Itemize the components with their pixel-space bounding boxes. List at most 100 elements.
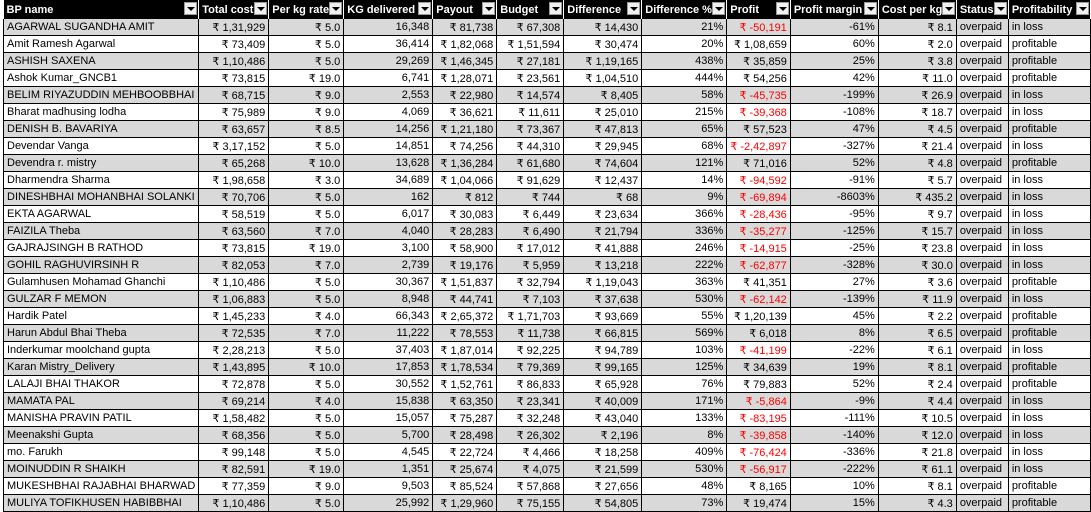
cell-cost-per-kg[interactable]: ₹ 3.8 xyxy=(878,52,957,70)
cell-profit[interactable]: ₹ 1,20,139 xyxy=(726,307,791,325)
cell-payout[interactable]: ₹ 1,51,837 xyxy=(432,273,498,291)
cell-profit[interactable]: ₹ 71,016 xyxy=(726,154,791,172)
cell-profit[interactable]: ₹ 79,883 xyxy=(726,375,791,393)
cell-status[interactable]: overpaid xyxy=(956,494,1009,512)
cell-payout[interactable]: ₹ 1,46,345 xyxy=(432,52,498,70)
cell-difference-pct[interactable]: 58% xyxy=(641,86,728,104)
cell-cost-per-kg[interactable]: ₹ 10.5 xyxy=(878,409,957,427)
cell-profit[interactable]: ₹ 35,859 xyxy=(726,52,791,70)
cell-status[interactable]: overpaid xyxy=(956,35,1009,53)
cell-difference-pct[interactable]: 438% xyxy=(641,52,728,70)
cell-difference-pct[interactable]: 444% xyxy=(641,69,728,87)
cell-total-cost[interactable]: ₹ 73,409 xyxy=(198,35,270,53)
filter-dropdown-icon[interactable] xyxy=(712,2,726,15)
cell-payout[interactable]: ₹ 1,04,066 xyxy=(432,171,498,189)
cell-bp-name[interactable]: Karan Mistry_Delivery xyxy=(2,358,200,376)
cell-profitability[interactable]: in loss xyxy=(1008,171,1091,189)
cell-profitability[interactable]: profitable xyxy=(1008,307,1091,325)
cell-bp-name[interactable]: Dharmendra Sharma xyxy=(2,171,200,189)
cell-profitability[interactable]: in loss xyxy=(1008,188,1091,206)
cell-bp-name[interactable]: AGARWAL SUGANDHA AMIT xyxy=(2,19,200,36)
cell-bp-name[interactable]: Harun Abdul Bhai Theba xyxy=(2,324,200,342)
cell-payout[interactable]: ₹ 1,87,014 xyxy=(432,341,498,359)
cell-per-kg-rate[interactable]: ₹ 9.0 xyxy=(268,86,345,104)
cell-difference-pct[interactable]: 8% xyxy=(641,426,728,444)
cell-difference-pct[interactable]: 76% xyxy=(641,375,728,393)
cell-profitability[interactable]: profitable xyxy=(1008,35,1091,53)
cell-profit[interactable]: ₹ -2,42,897 xyxy=(726,137,791,155)
cell-profit-margin[interactable]: 47% xyxy=(790,120,879,138)
cell-bp-name[interactable]: LALAJI BHAI THAKOR xyxy=(2,375,200,393)
cell-payout[interactable]: ₹ 28,498 xyxy=(432,426,498,444)
cell-profit-margin[interactable]: -327% xyxy=(790,137,879,155)
cell-budget[interactable]: ₹ 57,868 xyxy=(496,477,565,495)
cell-per-kg-rate[interactable]: ₹ 9.0 xyxy=(268,103,345,121)
cell-total-cost[interactable]: ₹ 1,43,895 xyxy=(198,358,270,376)
cell-bp-name[interactable]: ASHISH SAXENA xyxy=(2,52,200,70)
cell-per-kg-rate[interactable]: ₹ 19.0 xyxy=(268,239,345,257)
cell-cost-per-kg[interactable]: ₹ 6.1 xyxy=(878,341,957,359)
cell-difference[interactable]: ₹ 65,928 xyxy=(563,375,643,393)
cell-payout[interactable]: ₹ 1,29,960 xyxy=(432,494,498,512)
cell-profitability[interactable]: profitable xyxy=(1008,494,1091,512)
cell-difference[interactable]: ₹ 74,604 xyxy=(563,154,643,172)
cell-profit[interactable]: ₹ 6,018 xyxy=(726,324,791,342)
cell-profit-margin[interactable]: -95% xyxy=(790,205,879,223)
cell-cost-per-kg[interactable]: ₹ 4.8 xyxy=(878,154,957,172)
cell-profit[interactable]: ₹ -5,864 xyxy=(726,392,791,410)
cell-per-kg-rate[interactable]: ₹ 4.0 xyxy=(268,392,345,410)
cell-profit-margin[interactable]: -91% xyxy=(790,171,879,189)
cell-budget[interactable]: ₹ 73,367 xyxy=(496,120,565,138)
cell-kg-delivered[interactable]: 11,222 xyxy=(343,324,434,342)
cell-profit-margin[interactable]: 15% xyxy=(790,494,879,512)
cell-bp-name[interactable]: Amit Ramesh Agarwal xyxy=(2,35,200,53)
cell-profit[interactable]: ₹ 1,08,659 xyxy=(726,35,791,53)
cell-status[interactable]: overpaid xyxy=(956,137,1009,155)
cell-difference-pct[interactable]: 14% xyxy=(641,171,728,189)
cell-payout[interactable]: ₹ 63,350 xyxy=(432,392,498,410)
cell-kg-delivered[interactable]: 6,017 xyxy=(343,205,434,223)
cell-status[interactable]: overpaid xyxy=(956,409,1009,427)
cell-profitability[interactable]: in loss xyxy=(1008,103,1091,121)
cell-cost-per-kg[interactable]: ₹ 11.9 xyxy=(878,290,957,308)
cell-bp-name[interactable]: FAIZILA Theba xyxy=(2,222,200,240)
cell-total-cost[interactable]: ₹ 70,706 xyxy=(198,188,270,206)
cell-bp-name[interactable]: DINESHBHAI MOHANBHAI SOLANKI xyxy=(2,188,200,206)
cell-difference[interactable]: ₹ 13,218 xyxy=(563,256,643,274)
filter-dropdown-icon[interactable] xyxy=(184,2,198,15)
cell-total-cost[interactable]: ₹ 72,535 xyxy=(198,324,270,342)
cell-status[interactable]: overpaid xyxy=(956,307,1009,325)
cell-cost-per-kg[interactable]: ₹ 21.8 xyxy=(878,443,957,461)
cell-status[interactable]: overpaid xyxy=(956,239,1009,257)
cell-per-kg-rate[interactable]: ₹ 5.0 xyxy=(268,494,345,512)
cell-bp-name[interactable]: GAJRAJSINGH B RATHOD xyxy=(2,239,200,257)
cell-status[interactable]: overpaid xyxy=(956,120,1009,138)
cell-difference[interactable]: ₹ 40,009 xyxy=(563,392,643,410)
cell-profitability[interactable]: in loss xyxy=(1008,19,1091,36)
cell-per-kg-rate[interactable]: ₹ 7.0 xyxy=(268,256,345,274)
cell-per-kg-rate[interactable]: ₹ 19.0 xyxy=(268,460,345,478)
cell-cost-per-kg[interactable]: ₹ 4.3 xyxy=(878,494,957,512)
cell-profit[interactable]: ₹ 41,351 xyxy=(726,273,791,291)
cell-per-kg-rate[interactable]: ₹ 7.0 xyxy=(268,222,345,240)
cell-payout[interactable]: ₹ 30,083 xyxy=(432,205,498,223)
cell-cost-per-kg[interactable]: ₹ 61.1 xyxy=(878,460,957,478)
cell-difference[interactable]: ₹ 66,815 xyxy=(563,324,643,342)
filter-dropdown-icon[interactable] xyxy=(863,2,877,15)
cell-status[interactable]: overpaid xyxy=(956,171,1009,189)
filter-dropdown-icon[interactable] xyxy=(627,2,641,15)
cell-difference[interactable]: ₹ 1,19,165 xyxy=(563,52,643,70)
cell-bp-name[interactable]: MOINUDDIN R SHAIKH xyxy=(2,460,200,478)
cell-budget[interactable]: ₹ 61,680 xyxy=(496,154,565,172)
cell-kg-delivered[interactable]: 4,069 xyxy=(343,103,434,121)
cell-total-cost[interactable]: ₹ 73,815 xyxy=(198,69,270,87)
cell-difference[interactable]: ₹ 93,669 xyxy=(563,307,643,325)
cell-difference-pct[interactable]: 530% xyxy=(641,460,728,478)
cell-kg-delivered[interactable]: 2,553 xyxy=(343,86,434,104)
filter-dropdown-icon[interactable] xyxy=(482,2,496,15)
cell-total-cost[interactable]: ₹ 1,31,929 xyxy=(198,19,270,36)
cell-difference-pct[interactable]: 121% xyxy=(641,154,728,172)
cell-total-cost[interactable]: ₹ 1,06,883 xyxy=(198,290,270,308)
cell-profit-margin[interactable]: 52% xyxy=(790,154,879,172)
cell-kg-delivered[interactable]: 6,741 xyxy=(343,69,434,87)
